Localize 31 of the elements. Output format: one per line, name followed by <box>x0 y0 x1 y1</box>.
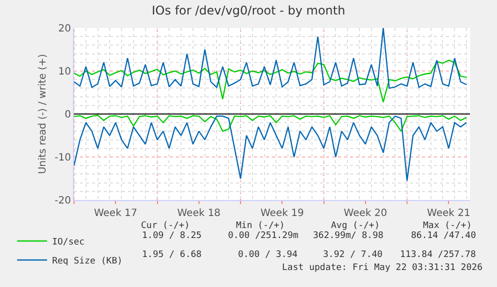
text: 0.00 / 3.94 <box>238 250 298 260</box>
text: 0.00 /251.29m <box>228 231 298 241</box>
text: 3.92 / 7.40 <box>323 250 383 260</box>
x-tick-label: Week 18 <box>177 208 221 219</box>
text: 362.99m/ 8.98 <box>313 231 384 241</box>
y-tick-label: 0 <box>64 110 71 120</box>
x-tick-label: Week 20 <box>344 208 388 219</box>
line-series <box>74 116 468 182</box>
y-tick-label: 10 <box>58 66 71 78</box>
line-series <box>74 28 468 89</box>
y-tick-label: 20 <box>58 24 71 34</box>
x-tick-label: Week 17 <box>94 208 138 219</box>
text: 113.84 /257.78 <box>400 250 476 260</box>
y-tick-label: -10 <box>54 152 71 164</box>
text: Max (-/+) <box>423 221 472 231</box>
text: Min (-/+) <box>236 221 285 231</box>
x-tick-label: Week 19 <box>260 208 304 219</box>
text: 1.95 / 6.68 <box>142 250 202 260</box>
legend-label: IO/sec <box>52 238 85 248</box>
text: 86.14 /47.40 <box>411 231 476 241</box>
chart-title: IOs for /dev/vg0/root - by month <box>152 3 346 18</box>
x-tick-label: Week 21 <box>427 208 470 219</box>
line-series <box>74 60 468 103</box>
text: 1.09 / 8.25 <box>142 231 202 241</box>
y-axis-title: Units read (-) / write (+) <box>38 54 49 174</box>
text: Avg (-/+) <box>331 221 380 231</box>
legend-label: Req Size (KB) <box>52 256 123 267</box>
text: Cur (-/+) <box>141 221 190 231</box>
y-tick-label: -20 <box>54 196 71 206</box>
text: Last update: Fri May 22 03:31:31 2026 <box>282 263 482 273</box>
line-series <box>74 114 468 132</box>
